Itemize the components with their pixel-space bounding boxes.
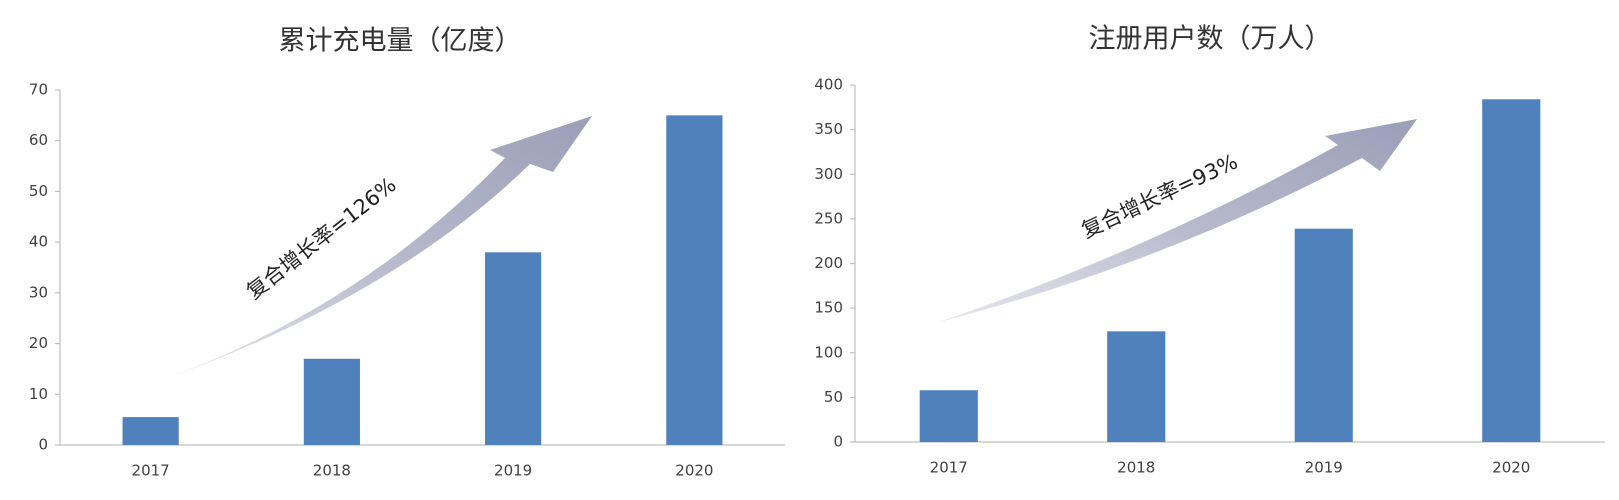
y-tick-label: 400 — [814, 76, 843, 94]
y-tick-label: 0 — [833, 433, 843, 451]
annotation: 复合增长率=93% — [1078, 149, 1242, 242]
growth-arrow — [939, 119, 1417, 322]
x-tick-label: 2017 — [132, 462, 170, 480]
y-tick-label: 300 — [814, 165, 843, 183]
y-tick-label: 350 — [814, 120, 843, 138]
y-tick-label: 20 — [29, 334, 48, 352]
y-tick-label: 60 — [29, 131, 48, 149]
y-tick-label: 50 — [29, 182, 48, 200]
y-tick-label: 70 — [29, 81, 48, 99]
chart-title: 累计充电量（亿度） — [279, 26, 522, 57]
bar — [485, 252, 542, 445]
y-tick-label: 250 — [814, 209, 843, 227]
y-tick-label: 30 — [29, 283, 48, 301]
chart-title: 注册用户数（万人） — [1089, 24, 1332, 55]
bar — [1107, 331, 1166, 442]
y-tick-label: 10 — [29, 385, 48, 403]
y-tick-label: 200 — [814, 254, 843, 272]
bar — [303, 358, 360, 445]
x-tick-label: 2019 — [1305, 459, 1343, 477]
y-tick-label: 100 — [814, 343, 843, 361]
bar — [666, 115, 723, 445]
x-tick-label: 2018 — [313, 462, 351, 480]
bar — [122, 417, 179, 445]
growth-arrow — [156, 116, 592, 382]
x-tick-label: 2018 — [1117, 459, 1155, 477]
y-tick-label: 0 — [38, 436, 48, 454]
bar — [1294, 228, 1353, 442]
x-tick-label: 2020 — [1492, 459, 1530, 477]
x-tick-label: 2019 — [494, 462, 532, 480]
y-tick-label: 40 — [29, 233, 48, 251]
x-tick-label: 2020 — [675, 462, 713, 480]
bar — [1482, 99, 1541, 442]
bar — [919, 390, 978, 442]
y-tick-label: 50 — [824, 388, 843, 406]
y-tick-label: 150 — [814, 299, 843, 317]
x-tick-label: 2017 — [930, 459, 968, 477]
annotation: 复合增长率=126% — [242, 173, 401, 304]
